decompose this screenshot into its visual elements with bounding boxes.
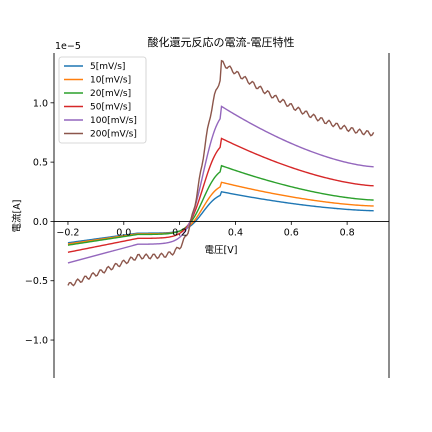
axis-ticks: −0.2 0.0 0.2 0.4 0.6 0.8 −1.0 −0.5 0.0 0.5 1.0 bbox=[25, 98, 355, 346]
legend-label-4: 50[mV/s] bbox=[90, 103, 131, 113]
x-tick-label: 0.2 bbox=[172, 227, 187, 238]
legend-label-3: 20[mV/s] bbox=[90, 89, 131, 99]
series-line-3 bbox=[67, 164, 374, 246]
y-axis-offset-label: 1e−5 bbox=[55, 41, 81, 52]
y-tick-label: 0.5 bbox=[33, 158, 48, 169]
y-tick-label: 0.0 bbox=[33, 217, 48, 228]
x-tick-label: 0.4 bbox=[228, 227, 243, 238]
series-line-1 bbox=[67, 190, 374, 244]
x-tick-label: −0.2 bbox=[56, 227, 79, 238]
series-line-5 bbox=[67, 105, 374, 264]
x-axis-title: 電圧[V] bbox=[205, 245, 238, 256]
y-tick-label: −0.5 bbox=[25, 276, 48, 287]
series-line-4 bbox=[67, 137, 374, 253]
x-tick-label: 0.6 bbox=[284, 227, 299, 238]
x-tick-label: 0.8 bbox=[340, 227, 355, 238]
legend-label-1: 5[mV/s] bbox=[90, 62, 125, 72]
y-axis-title: 電流[A] bbox=[11, 200, 23, 233]
legend-label-2: 10[mV/s] bbox=[90, 76, 131, 86]
x-tick-label: 0.0 bbox=[116, 227, 131, 238]
legend: 5[mV/s] 10[mV/s] 20[mV/s] 50[mV/s] 100[mV/s]… bbox=[58, 56, 147, 144]
series-line-6 bbox=[67, 59, 375, 287]
legend-label-5: 100[mV/s] bbox=[90, 116, 137, 126]
axes bbox=[53, 53, 390, 378]
series-line-2 bbox=[67, 181, 374, 245]
y-tick-label: −1.0 bbox=[25, 336, 48, 347]
plot-area bbox=[67, 59, 375, 287]
legend-box bbox=[58, 56, 147, 144]
chart-title: 酸化還元反応の電流-電圧特性 bbox=[148, 35, 295, 49]
y-tick-label: 1.0 bbox=[33, 98, 48, 109]
legend-label-6: 200[mV/s] bbox=[90, 130, 137, 140]
